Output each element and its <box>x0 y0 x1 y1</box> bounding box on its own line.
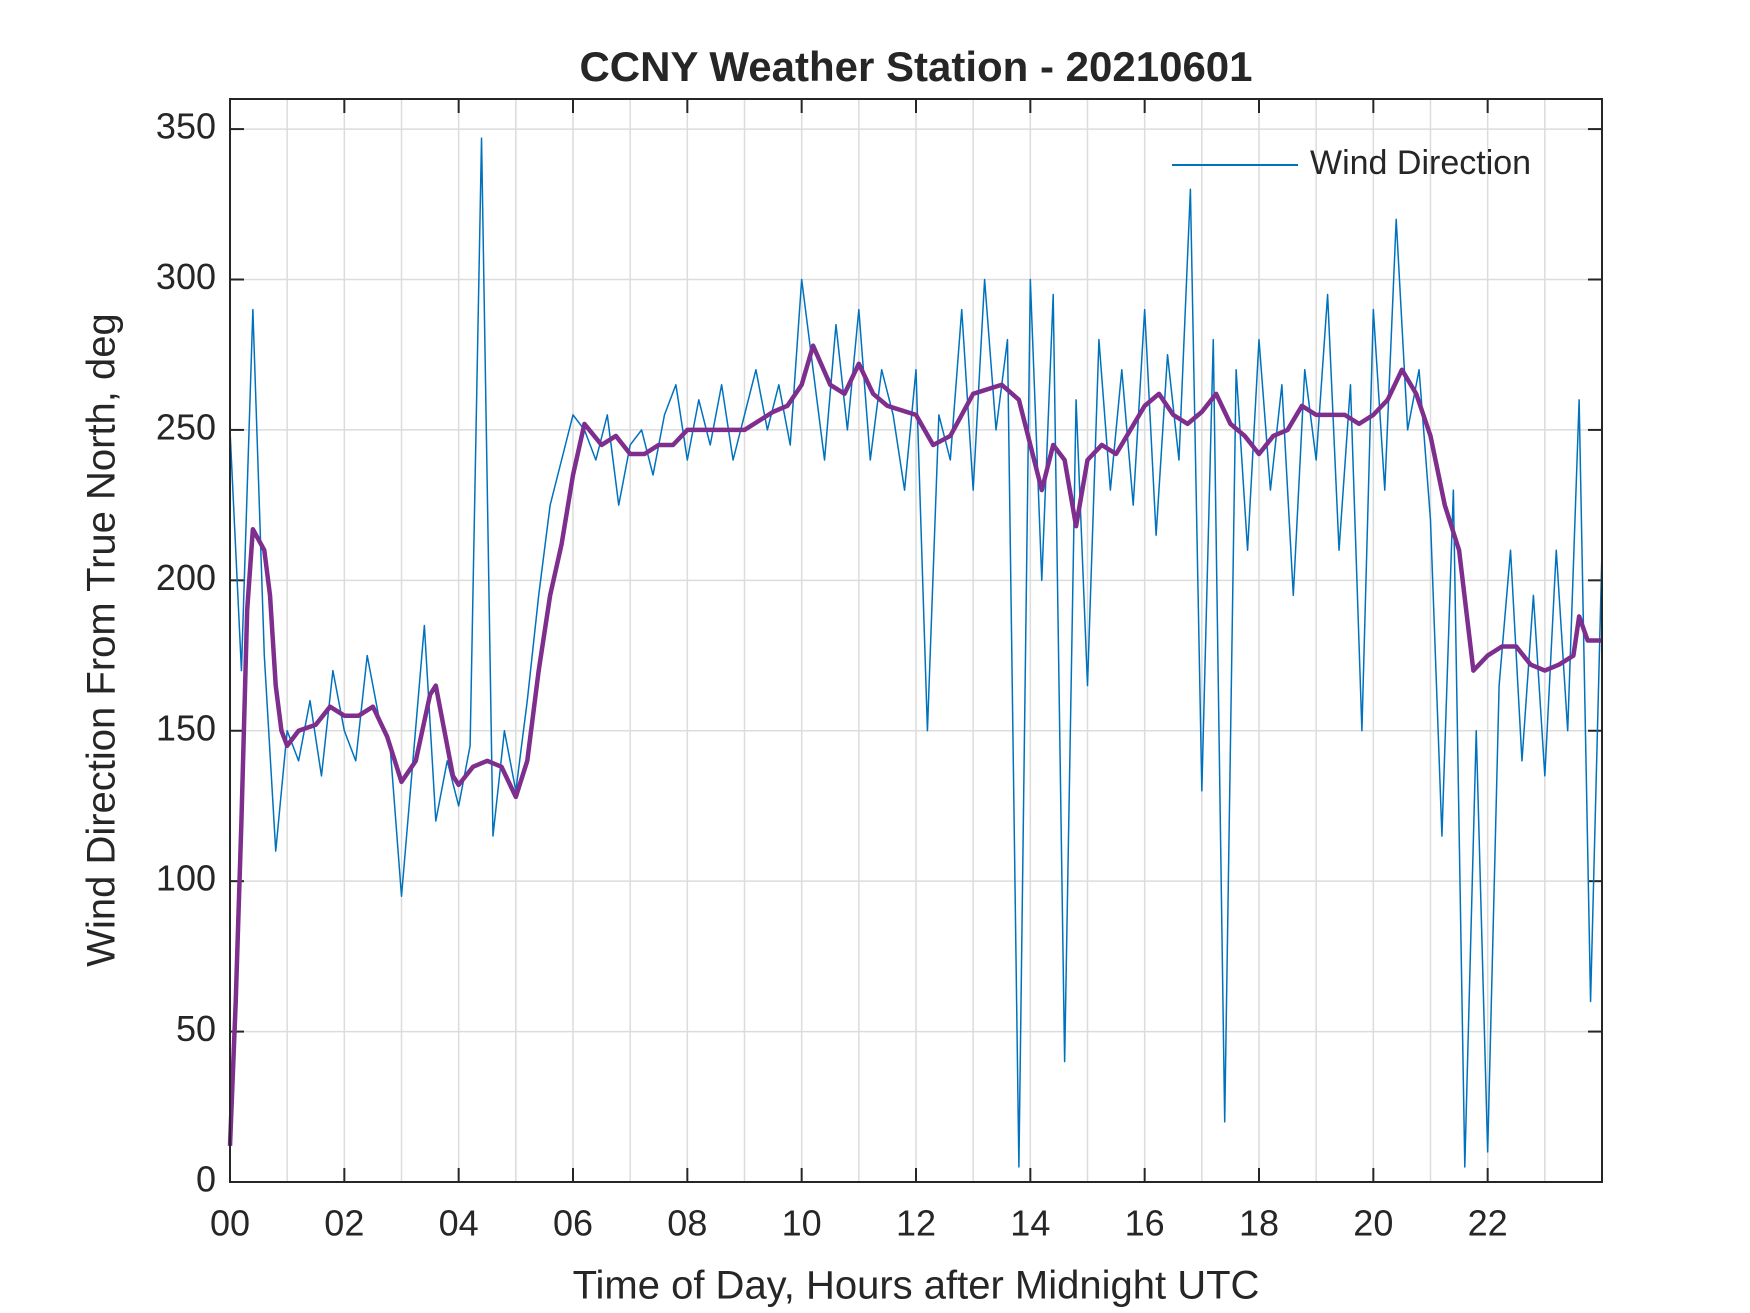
data-line <box>229 137 1603 1168</box>
x-axis-label: Time of Day, Hours after Midnight UTC <box>573 1264 1260 1308</box>
plot-frame <box>229 98 1603 1183</box>
y-tick-label: 300 <box>156 256 216 297</box>
y-tick-label: 200 <box>156 557 216 598</box>
x-tick-label: 20 <box>1353 1203 1393 1244</box>
x-tick-label: 04 <box>439 1203 479 1244</box>
x-tick-label: 10 <box>782 1203 822 1244</box>
chart-title: CCNY Weather Station - 20210601 <box>579 43 1252 90</box>
y-tick-label: 0 <box>196 1159 216 1200</box>
x-tick-label: 22 <box>1468 1203 1508 1244</box>
y-tick-label: 150 <box>156 707 216 748</box>
y-axis-label: Wind Direction From True North, deg <box>80 313 124 967</box>
y-tick-label: 100 <box>156 858 216 899</box>
x-tick-label: 02 <box>324 1203 364 1244</box>
x-tick-label: 18 <box>1239 1203 1279 1244</box>
x-tick-label: 00 <box>210 1203 250 1244</box>
legend-label: Wind Direction <box>1310 144 1531 182</box>
x-tick-label: 12 <box>896 1203 936 1244</box>
y-tick-label: 250 <box>156 406 216 447</box>
x-tick-label: 06 <box>553 1203 593 1244</box>
y-tick-label: 50 <box>176 1008 216 1049</box>
x-tick-label: 16 <box>1125 1203 1165 1244</box>
x-tick-label: 14 <box>1010 1203 1050 1244</box>
y-tick-label: 350 <box>156 106 216 147</box>
data-line <box>227 343 1602 1146</box>
x-tick-label: 08 <box>667 1203 707 1244</box>
